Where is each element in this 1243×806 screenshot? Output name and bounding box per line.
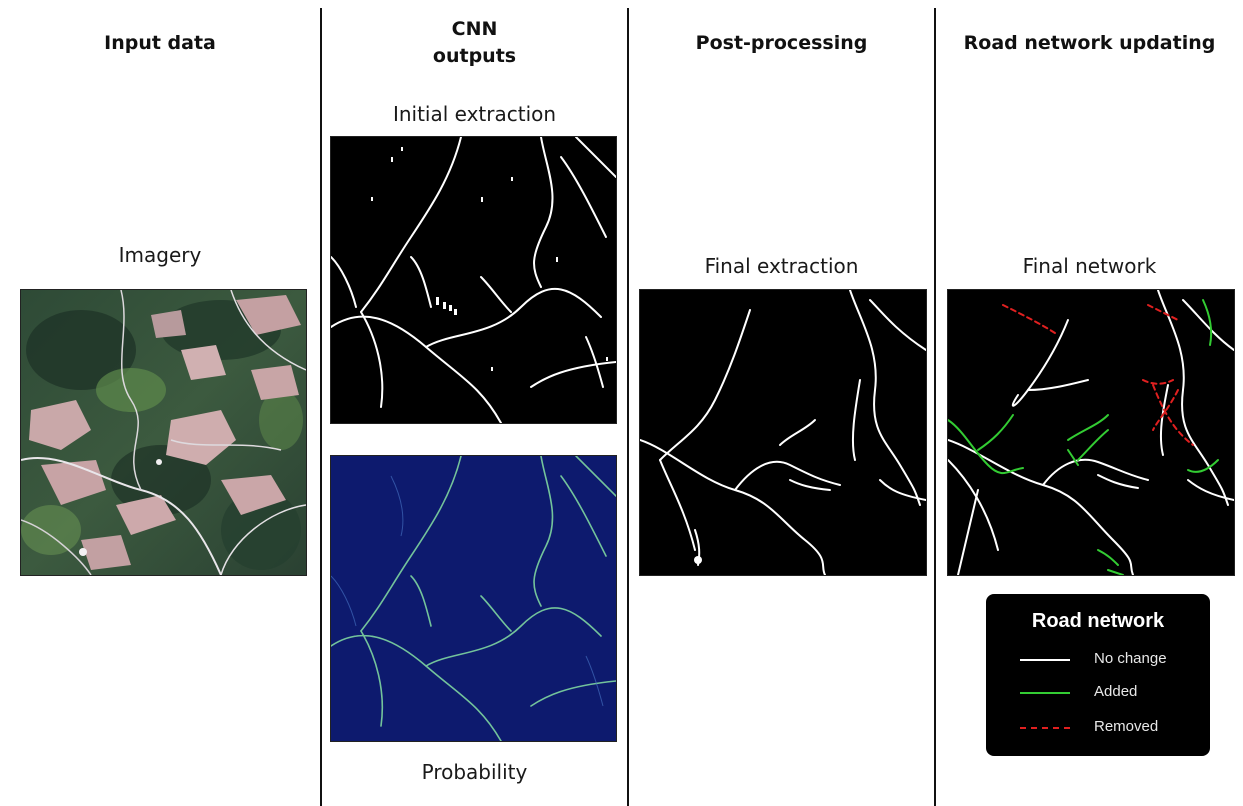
column-title-cnn-outputs: CNN outputs (432, 18, 517, 67)
imagery-panel (20, 289, 307, 576)
final-network-panel (947, 289, 1235, 576)
legend-label: Added (1094, 683, 1138, 700)
column-title-post-processing: Post-processing (695, 32, 868, 54)
legend-item-added: Added (1020, 681, 1200, 705)
legend-item-no-change: No change (1020, 648, 1200, 672)
imagery-label: Imagery (118, 243, 202, 267)
column-title-input-data: Input data (104, 32, 216, 54)
no-change-swatch (1020, 659, 1070, 661)
probability-panel (330, 455, 617, 742)
legend-label: Removed (1094, 718, 1159, 735)
final-extraction-panel (639, 289, 927, 576)
final-extraction-label: Final extraction (704, 254, 859, 278)
road-network-legend: Road network No change Added Removed (986, 594, 1210, 756)
probability-label: Probability (421, 760, 528, 784)
initial-extraction-label: Initial extraction (392, 102, 557, 126)
added-swatch (1020, 692, 1070, 694)
removed-swatch (1020, 727, 1070, 729)
column-divider (627, 8, 629, 806)
column-divider (320, 8, 322, 806)
legend-item-removed: Removed (1020, 716, 1200, 740)
legend-label: No change (1094, 650, 1167, 667)
final-network-label: Final network (1022, 254, 1157, 278)
initial-extraction-panel (330, 136, 617, 424)
column-divider (934, 8, 936, 806)
column-title-road-network-updating: Road network updating (963, 32, 1216, 54)
legend-title: Road network (1031, 610, 1165, 632)
